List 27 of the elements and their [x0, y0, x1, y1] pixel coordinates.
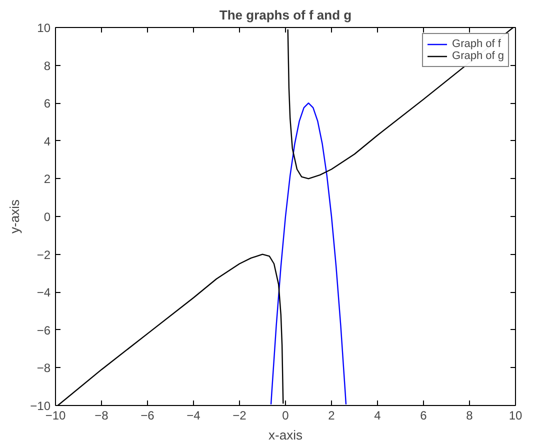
y-tick-label: 0	[44, 210, 51, 224]
x-tick-label: 0	[282, 408, 290, 422]
y-axis-title: y-axis	[7, 199, 22, 234]
y-tick-label: −8	[36, 361, 51, 376]
x-tick-label: 2	[328, 408, 336, 422]
chart-title: The graphs of f and g	[219, 8, 352, 22]
y-tick-label: −6	[36, 323, 51, 338]
legend-label: Graph of g	[452, 50, 504, 62]
x-tick-label: −4	[186, 408, 201, 422]
y-tick-label: −4	[36, 286, 51, 300]
x-axis-title: x-axis	[268, 428, 303, 442]
y-tick-label: 6	[44, 96, 51, 111]
y-tick-label: 8	[44, 58, 51, 73]
x-tick-label: −2	[232, 408, 247, 422]
y-tick-label: 2	[44, 172, 51, 186]
x-tick-label: −8	[94, 408, 109, 422]
x-tick-label: 10	[508, 408, 522, 422]
x-tick-label: 6	[420, 408, 428, 422]
legend-label: Graph of f	[452, 38, 501, 50]
x-tick-label: 8	[466, 408, 474, 422]
x-tick-label: 4	[374, 408, 382, 422]
y-tick-label: −2	[36, 248, 51, 262]
y-tick-label: 4	[44, 134, 51, 148]
x-tick-label: −6	[140, 408, 155, 422]
y-tick-label: −10	[30, 399, 51, 413]
line-series	[270, 102, 347, 405]
y-tick-label: 10	[37, 21, 51, 35]
